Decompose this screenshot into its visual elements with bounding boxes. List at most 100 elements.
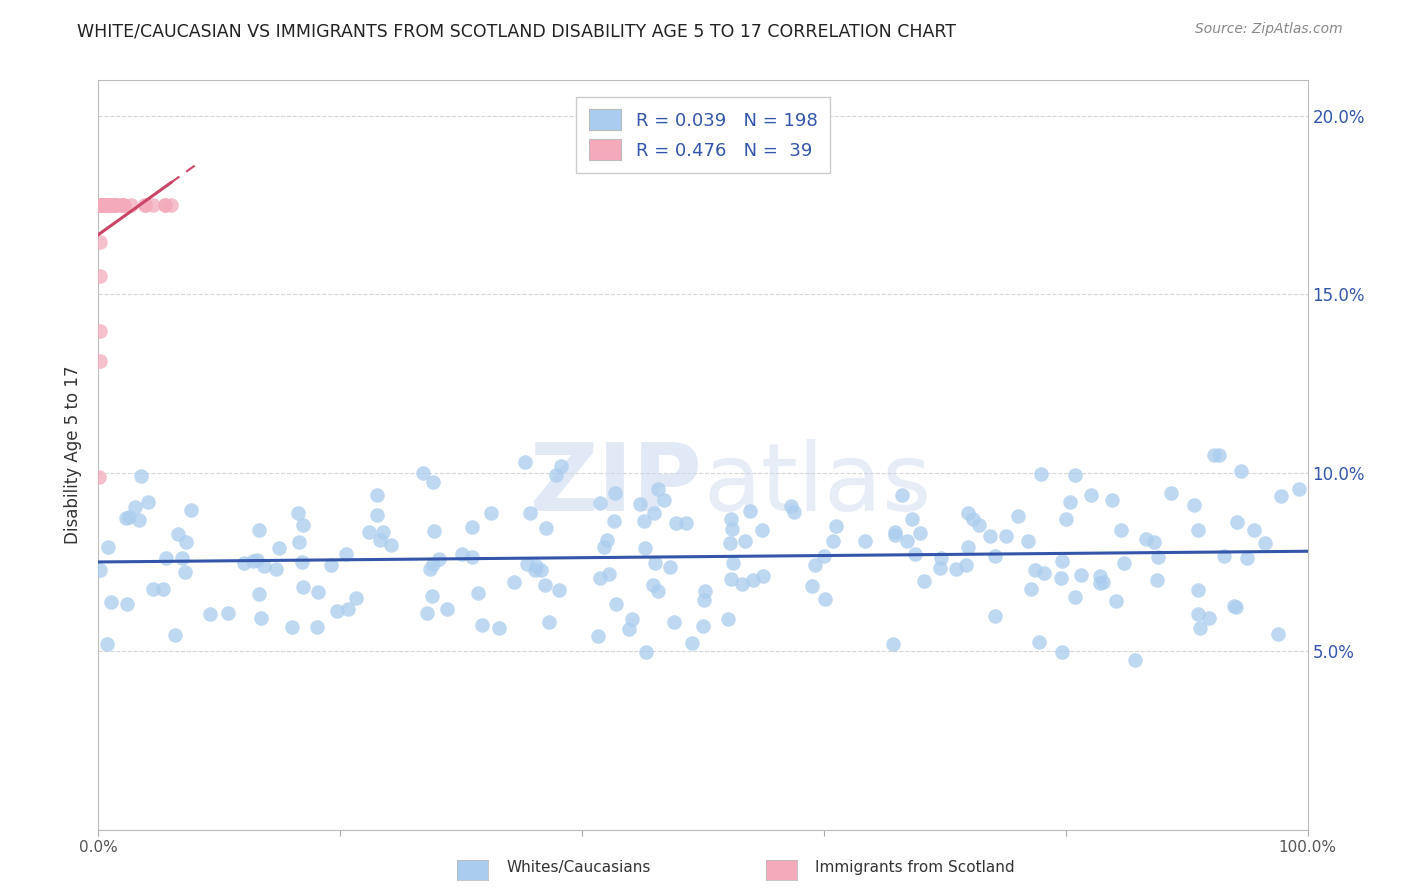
Point [287,534,309,549]
Point [249,523,271,537]
Point [1091,574,1114,589]
Point [246,552,269,566]
Point [1050,554,1073,568]
Point [641,578,664,592]
Point [94,198,117,212]
Point [94,198,117,212]
Point [652,493,675,508]
Point [155,551,177,566]
Point [242,554,264,568]
Point [479,507,502,521]
Point [647,584,669,599]
Point [1142,535,1164,549]
Point [742,573,765,587]
Point [100,198,122,212]
Point [779,499,801,513]
Point [692,619,714,633]
Point [111,198,134,212]
Point [1050,571,1073,585]
Point [1223,599,1246,614]
Point [346,591,368,605]
Point [115,511,138,525]
Point [101,198,124,212]
Y-axis label: Disability Age 5 to 17: Disability Age 5 to 17 [65,366,83,544]
Point [813,549,835,564]
Point [174,535,197,549]
Point [416,606,439,620]
Point [1187,524,1209,538]
Point [142,198,165,212]
Point [366,508,388,522]
Point [1088,576,1111,591]
Point [824,518,846,533]
Point [1225,600,1247,615]
Point [536,521,558,535]
Point [371,524,394,539]
Point [101,198,124,212]
Point [104,198,127,212]
Point [1064,468,1087,483]
Point [957,541,980,555]
Point [1101,493,1123,508]
Point [823,534,845,549]
Point [89,198,111,212]
Text: atlas: atlas [703,439,931,531]
Point [153,198,176,212]
Point [90,198,112,212]
Point [548,583,571,598]
Point [89,563,111,577]
Point [523,563,546,577]
Point [305,620,328,634]
Point [621,612,644,626]
Legend: R = 0.039   N = 198, R = 0.476   N =  39: R = 0.039 N = 198, R = 0.476 N = 39 [576,97,830,173]
Point [718,536,741,550]
Point [89,354,111,368]
Point [112,198,135,212]
Point [751,523,773,537]
Point [675,516,697,531]
Point [962,512,984,526]
Point [152,582,174,596]
Point [598,567,620,582]
Point [165,628,187,642]
Point [134,198,156,212]
Point [884,527,907,541]
Point [380,538,402,552]
Point [97,198,120,212]
Point [173,566,195,580]
Point [720,572,742,586]
Point [1050,645,1073,659]
Point [1024,563,1046,577]
Point [516,558,538,572]
Point [91,198,114,212]
Point [1031,467,1053,481]
Point [1243,523,1265,537]
Point [804,558,827,572]
Point [104,198,127,212]
Point [628,497,651,511]
Point [586,629,609,643]
Point [945,562,967,576]
Point [1184,498,1206,512]
Point [896,533,918,548]
Point [738,504,761,518]
Point [891,488,914,502]
Point [117,510,139,524]
Point [422,524,444,539]
Point [412,466,434,480]
Point [721,522,744,536]
Point [1033,566,1056,581]
Point [420,590,443,604]
Point [292,580,315,594]
Point [929,561,952,575]
Point [782,505,804,519]
Text: Immigrants from Scotland: Immigrants from Scotland [815,861,1015,875]
Point [1114,556,1136,570]
Point [96,198,118,212]
Point [908,525,931,540]
Point [662,615,685,629]
Point [550,458,572,473]
Point [900,512,922,526]
Point [1187,607,1209,621]
Point [1202,448,1225,462]
